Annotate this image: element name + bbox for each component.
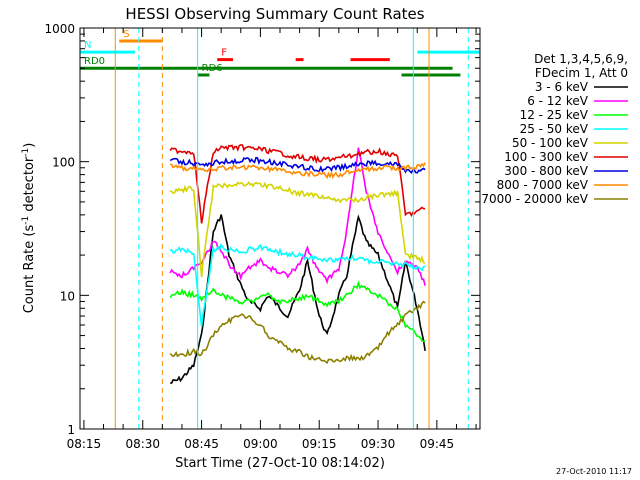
legend-label-100-300kev: 100 - 300 keV bbox=[504, 150, 588, 164]
legend-label-6-12kev: 6 - 12 keV bbox=[527, 94, 589, 108]
timestamp: 27-Oct-2010 11:17 bbox=[556, 467, 632, 476]
legend: Det 1,3,4,5,6,9, FDecim 1, Att 0 3 - 6 k… bbox=[481, 52, 628, 206]
series-line-100-300kev-kev bbox=[169, 144, 426, 224]
legend-label-25-50kev: 25 - 50 keV bbox=[520, 122, 589, 136]
y-tick-label-1: 1 bbox=[67, 423, 75, 437]
series-line-7000-20000kev-kev bbox=[169, 300, 426, 365]
y-tick-label-10: 10 bbox=[60, 289, 75, 303]
legend-label-12-25kev: 12 - 25 keV bbox=[520, 108, 589, 122]
x-tick-label-0900: 09:00 bbox=[243, 437, 278, 451]
legend-header-fdecim: FDecim 1, Att 0 bbox=[535, 66, 628, 80]
y-axis-label: Count Rate (s-1 detector-1) bbox=[21, 143, 37, 314]
legend-label-300-800kev: 300 - 800 keV bbox=[504, 164, 588, 178]
series-line-300-800kev-kev bbox=[169, 156, 426, 175]
series-line-25-50kev-kev bbox=[169, 242, 426, 327]
flag-label-n: N bbox=[84, 40, 91, 51]
legend-label-800-7000kev: 800 - 7000 keV bbox=[497, 178, 589, 192]
x-axis-label: Start Time (27-Oct-10 08:14:02) bbox=[175, 456, 385, 471]
plot-frame bbox=[79, 27, 481, 430]
series-line-3-6kev-kev bbox=[170, 214, 426, 384]
x-tick-label-0845: 08:45 bbox=[184, 437, 219, 451]
flag-label-f: F bbox=[221, 48, 227, 59]
series-line-12-25kev-kev bbox=[169, 280, 426, 343]
chart-title: HESSI Observing Summary Count Rates bbox=[125, 5, 424, 23]
series-line-50-100kev-kev bbox=[169, 180, 426, 278]
series-line-6-12kev-kev bbox=[169, 147, 426, 286]
flag-label-rd0: RD0 bbox=[84, 56, 105, 67]
x-tick-label-0915: 09:15 bbox=[302, 437, 337, 451]
y-tick-label-1000: 1000 bbox=[44, 22, 75, 36]
legend-label-7000-20000kev: 7000 - 20000 keV bbox=[481, 192, 588, 206]
legend-label-50-100kev: 50 - 100 keV bbox=[512, 136, 589, 150]
series-line-800-7000kev-kev bbox=[170, 162, 426, 180]
flag-label-s: S bbox=[123, 29, 129, 40]
legend-header-detectors: Det 1,3,4,5,6,9, bbox=[534, 52, 628, 66]
x-tick-label-0930: 09:30 bbox=[361, 437, 396, 451]
x-tick-label-0815: 08:15 bbox=[67, 437, 102, 451]
flag-label-rd6: RD6 bbox=[202, 63, 223, 74]
x-tick-label-0830: 08:30 bbox=[125, 437, 160, 451]
legend-label-3-6kev: 3 - 6 keV bbox=[535, 80, 589, 94]
y-tick-label-100: 100 bbox=[52, 156, 75, 170]
x-tick-label-0945: 09:45 bbox=[420, 437, 455, 451]
